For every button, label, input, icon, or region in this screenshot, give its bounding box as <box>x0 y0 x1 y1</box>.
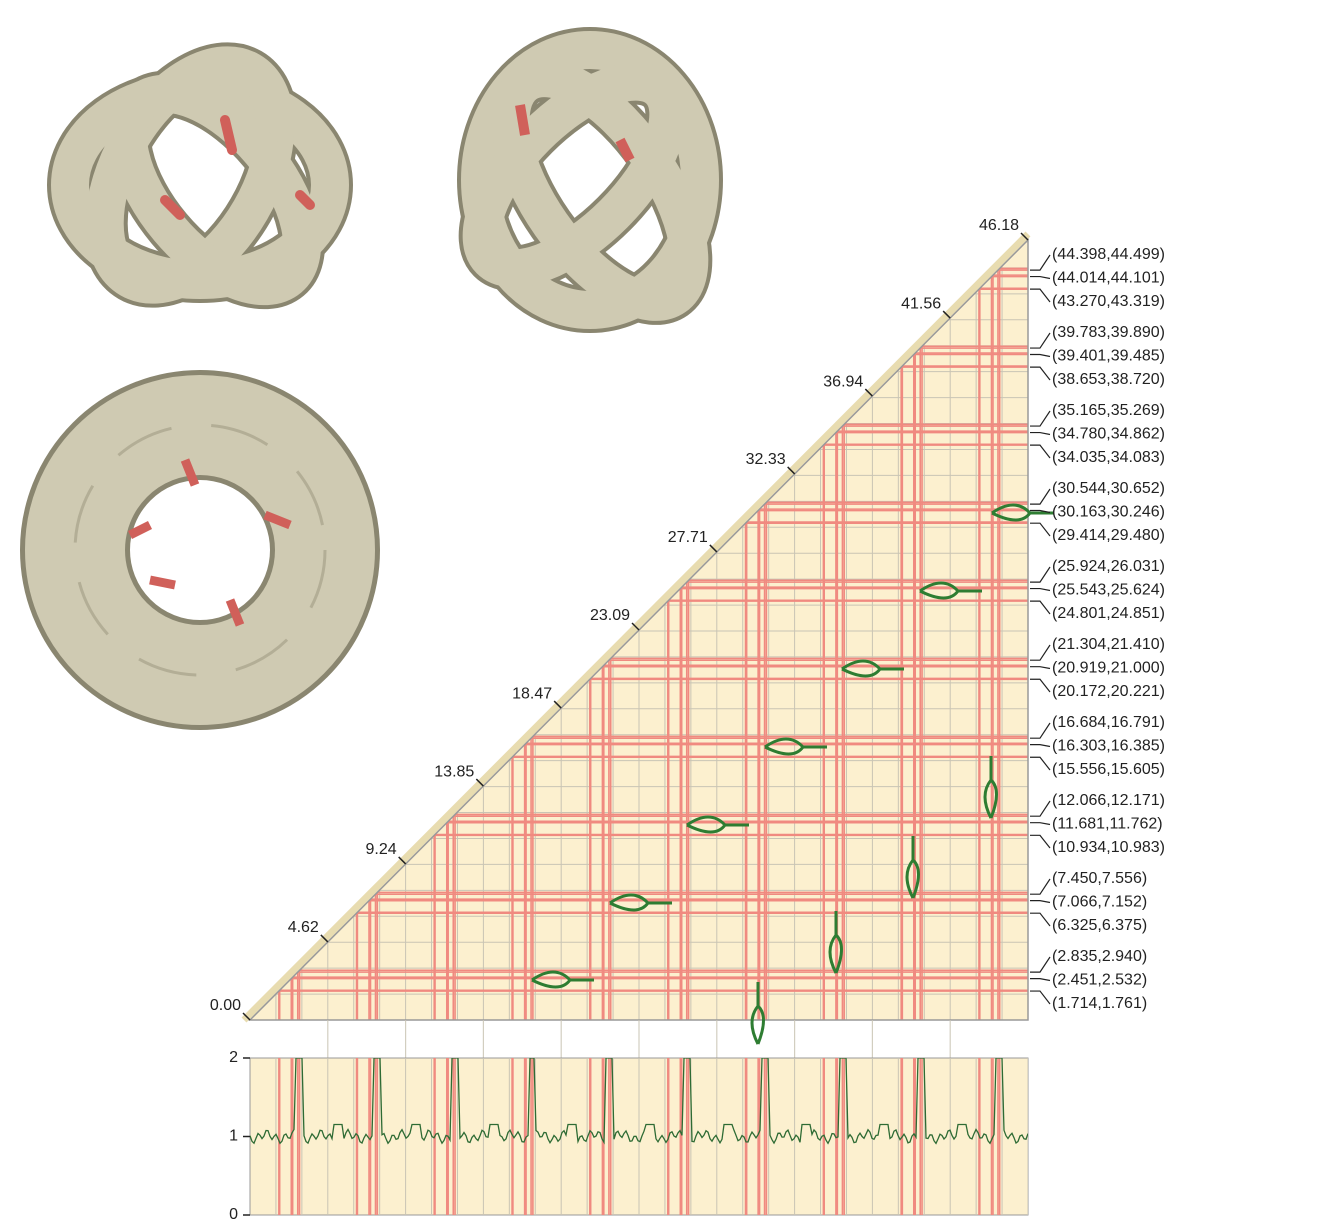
leader-line <box>1030 757 1050 770</box>
leader-line <box>1030 835 1050 848</box>
tick-label: 27.71 <box>668 529 708 546</box>
leader-line <box>1030 277 1050 279</box>
tick-label: 9.24 <box>366 841 397 858</box>
pair-label: (25.543,25.624) <box>1052 582 1165 599</box>
pair-label: (15.556,15.605) <box>1052 761 1165 778</box>
pair-label: (6.325,6.375) <box>1052 917 1147 934</box>
pair-label: (12.066,12.171) <box>1052 792 1165 809</box>
leader-line <box>1030 333 1050 348</box>
pair-label: (35.165,35.269) <box>1052 402 1165 419</box>
leader-line <box>1030 289 1050 302</box>
leader-line <box>1030 523 1050 536</box>
tick-label: 32.33 <box>746 451 786 468</box>
pair-label: (25.924,26.031) <box>1052 558 1165 575</box>
knot-3 <box>75 425 325 675</box>
pair-label: (34.035,34.083) <box>1052 449 1165 466</box>
pair-label: (10.934,10.983) <box>1052 839 1165 856</box>
knot-2 <box>451 49 723 331</box>
leader-line <box>1030 411 1050 426</box>
pair-label: (1.714,1.761) <box>1052 995 1147 1012</box>
pair-label: (20.919,21.000) <box>1052 660 1165 677</box>
leader-line <box>1030 255 1050 270</box>
leader-line <box>1030 601 1050 614</box>
pair-label: (39.401,39.485) <box>1052 348 1165 365</box>
leader-line <box>1030 823 1050 825</box>
pair-label: (30.163,30.246) <box>1052 504 1165 521</box>
leader-line <box>1030 667 1050 669</box>
y-tick-label: 0 <box>229 1206 238 1223</box>
separator-lines <box>328 1020 950 1058</box>
pair-label: (43.270,43.319) <box>1052 293 1165 310</box>
leader-line <box>1030 801 1050 816</box>
tick-label: 4.62 <box>288 919 319 936</box>
leader-line <box>1030 979 1050 981</box>
pair-label: (21.304,21.410) <box>1052 636 1165 653</box>
tick-label: 46.18 <box>979 217 1019 234</box>
leader-line <box>1030 723 1050 738</box>
leader-line <box>1030 957 1050 972</box>
pair-label: (39.783,39.890) <box>1052 324 1165 341</box>
tick-label: 23.09 <box>590 607 630 624</box>
tick-label: 13.85 <box>434 763 474 780</box>
tick-label: 41.56 <box>901 295 941 312</box>
pair-label: (34.780,34.862) <box>1052 426 1165 443</box>
leader-line <box>1030 445 1050 458</box>
pair-label: (38.653,38.720) <box>1052 371 1165 388</box>
tick-label: 36.94 <box>823 373 863 390</box>
pair-label: (2.835,2.940) <box>1052 948 1147 965</box>
pair-label: (29.414,29.480) <box>1052 527 1165 544</box>
pair-label: (2.451,2.532) <box>1052 972 1147 989</box>
y-tick-label: 2 <box>229 1049 238 1066</box>
leader-line <box>1030 679 1050 692</box>
leader-line <box>1030 745 1050 747</box>
pair-label: (11.681,11.762) <box>1052 816 1163 833</box>
pair-label: (24.801,24.851) <box>1052 605 1165 622</box>
leader-line <box>1030 489 1050 504</box>
leader-line <box>1030 567 1050 582</box>
pair-label: (7.066,7.152) <box>1052 894 1147 911</box>
leader-line <box>1030 991 1050 1004</box>
pair-label: (44.398,44.499) <box>1052 246 1165 263</box>
leader-line <box>1030 355 1050 357</box>
leader-line <box>1030 901 1050 903</box>
leader-line <box>1030 433 1050 435</box>
leader-line <box>1030 589 1050 591</box>
leader-line <box>1030 367 1050 380</box>
knot-1 <box>69 36 335 317</box>
pair-label: (44.014,44.101) <box>1052 270 1165 287</box>
pair-label: (30.544,30.652) <box>1052 480 1165 497</box>
pair-label: (16.303,16.385) <box>1052 738 1165 755</box>
tick-label: 0.00 <box>210 997 241 1014</box>
leader-line <box>1030 879 1050 894</box>
figure: 0.00 4.62 9.24 13.85 18.47 23.09 27.71 32.33 36.… <box>0 0 1343 1224</box>
pair-label: (20.172,20.221) <box>1052 683 1165 700</box>
leader-line <box>1030 913 1050 926</box>
tick-label: 18.47 <box>512 685 552 702</box>
pair-label: (7.450,7.556) <box>1052 870 1147 887</box>
pair-label: (16.684,16.791) <box>1052 714 1165 731</box>
y-tick-label: 1 <box>229 1128 238 1145</box>
leader-line <box>1030 645 1050 660</box>
